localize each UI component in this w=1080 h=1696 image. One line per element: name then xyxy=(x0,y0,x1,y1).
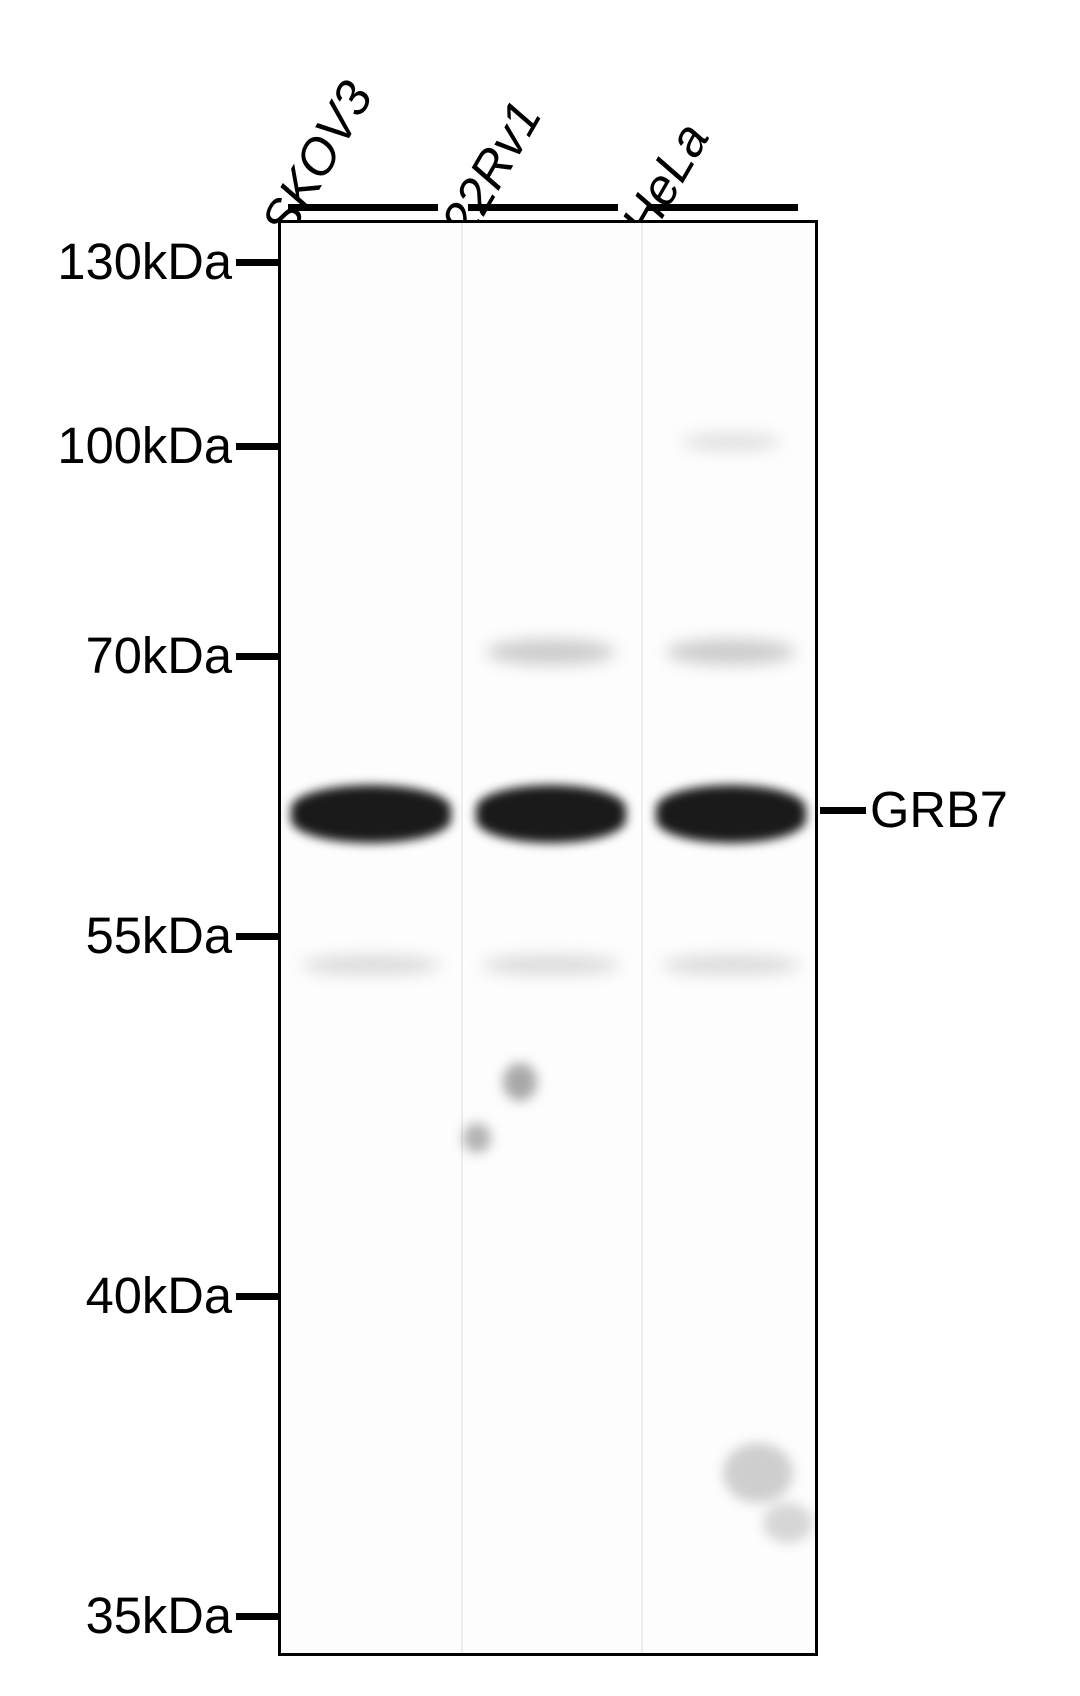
faint-band-2 xyxy=(301,955,441,975)
blot-membrane xyxy=(278,220,818,1656)
lane-underline-22rv1 xyxy=(468,204,618,211)
mw-tick-70 xyxy=(236,653,278,660)
mw-label-100: 100kDa xyxy=(57,416,232,475)
target-tick xyxy=(820,807,866,814)
mw-tick-55 xyxy=(236,933,278,940)
mw-label-35: 35kDa xyxy=(86,1586,232,1645)
mw-tick-130 xyxy=(236,259,278,266)
smudge-1 xyxy=(463,1123,491,1153)
lane-divider-1 xyxy=(461,223,463,1653)
faint-band-4 xyxy=(661,955,801,975)
faint-band-3 xyxy=(481,955,621,975)
faint-band-1 xyxy=(666,639,796,665)
mw-tick-100 xyxy=(236,443,278,450)
smudge-0 xyxy=(503,1063,537,1101)
lane-divider-2 xyxy=(641,223,643,1653)
mw-tick-40 xyxy=(236,1293,278,1300)
smudge-3 xyxy=(763,1503,813,1543)
mw-label-40: 40kDa xyxy=(86,1266,232,1325)
faint-band-0 xyxy=(486,639,616,665)
lane-underline-skov3 xyxy=(288,204,438,211)
mw-label-55: 55kDa xyxy=(86,906,232,965)
band-grb7-lane2 xyxy=(476,785,626,843)
smudge-2 xyxy=(723,1443,793,1503)
lane-underline-hela xyxy=(648,204,798,211)
band-grb7-lane1 xyxy=(291,785,451,843)
western-blot-figure: SKOV3 22Rv1 HeLa 130kDa 100kDa 70kDa 55k… xyxy=(0,0,1080,1696)
band-grb7-lane3 xyxy=(656,785,806,843)
mw-tick-35 xyxy=(236,1613,278,1620)
mw-label-70: 70kDa xyxy=(86,626,232,685)
faint-band-5 xyxy=(681,433,781,451)
target-label: GRB7 xyxy=(870,780,1008,839)
mw-label-130: 130kDa xyxy=(57,232,232,291)
